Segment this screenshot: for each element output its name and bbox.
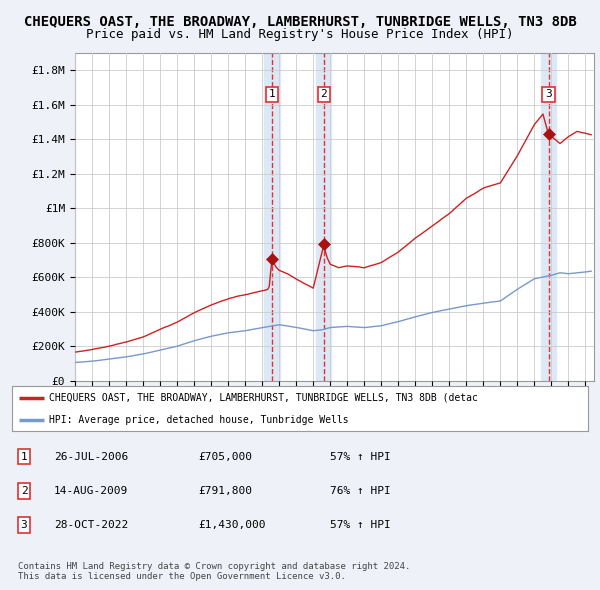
Text: 3: 3 bbox=[545, 90, 552, 100]
Text: Price paid vs. HM Land Registry's House Price Index (HPI): Price paid vs. HM Land Registry's House … bbox=[86, 28, 514, 41]
Text: Contains HM Land Registry data © Crown copyright and database right 2024.
This d: Contains HM Land Registry data © Crown c… bbox=[18, 562, 410, 581]
Text: 57% ↑ HPI: 57% ↑ HPI bbox=[330, 452, 391, 461]
Text: 2: 2 bbox=[320, 90, 327, 100]
Text: 76% ↑ HPI: 76% ↑ HPI bbox=[330, 486, 391, 496]
Text: 2: 2 bbox=[20, 486, 28, 496]
Text: CHEQUERS OAST, THE BROADWAY, LAMBERHURST, TUNBRIDGE WELLS, TN3 8DB (detac: CHEQUERS OAST, THE BROADWAY, LAMBERHURST… bbox=[49, 392, 478, 402]
Bar bbox=[264, 53, 280, 381]
Text: HPI: Average price, detached house, Tunbridge Wells: HPI: Average price, detached house, Tunb… bbox=[49, 415, 349, 425]
Text: 3: 3 bbox=[20, 520, 28, 530]
Text: 57% ↑ HPI: 57% ↑ HPI bbox=[330, 520, 391, 530]
Text: 14-AUG-2009: 14-AUG-2009 bbox=[54, 486, 128, 496]
Text: £1,430,000: £1,430,000 bbox=[198, 520, 265, 530]
Text: £705,000: £705,000 bbox=[198, 452, 252, 461]
Text: £791,800: £791,800 bbox=[198, 486, 252, 496]
Text: 28-OCT-2022: 28-OCT-2022 bbox=[54, 520, 128, 530]
Text: CHEQUERS OAST, THE BROADWAY, LAMBERHURST, TUNBRIDGE WELLS, TN3 8DB: CHEQUERS OAST, THE BROADWAY, LAMBERHURST… bbox=[23, 15, 577, 29]
Text: 26-JUL-2006: 26-JUL-2006 bbox=[54, 452, 128, 461]
Text: 1: 1 bbox=[20, 452, 28, 461]
Bar bbox=[316, 53, 331, 381]
Bar bbox=[541, 53, 556, 381]
Text: 1: 1 bbox=[269, 90, 275, 100]
